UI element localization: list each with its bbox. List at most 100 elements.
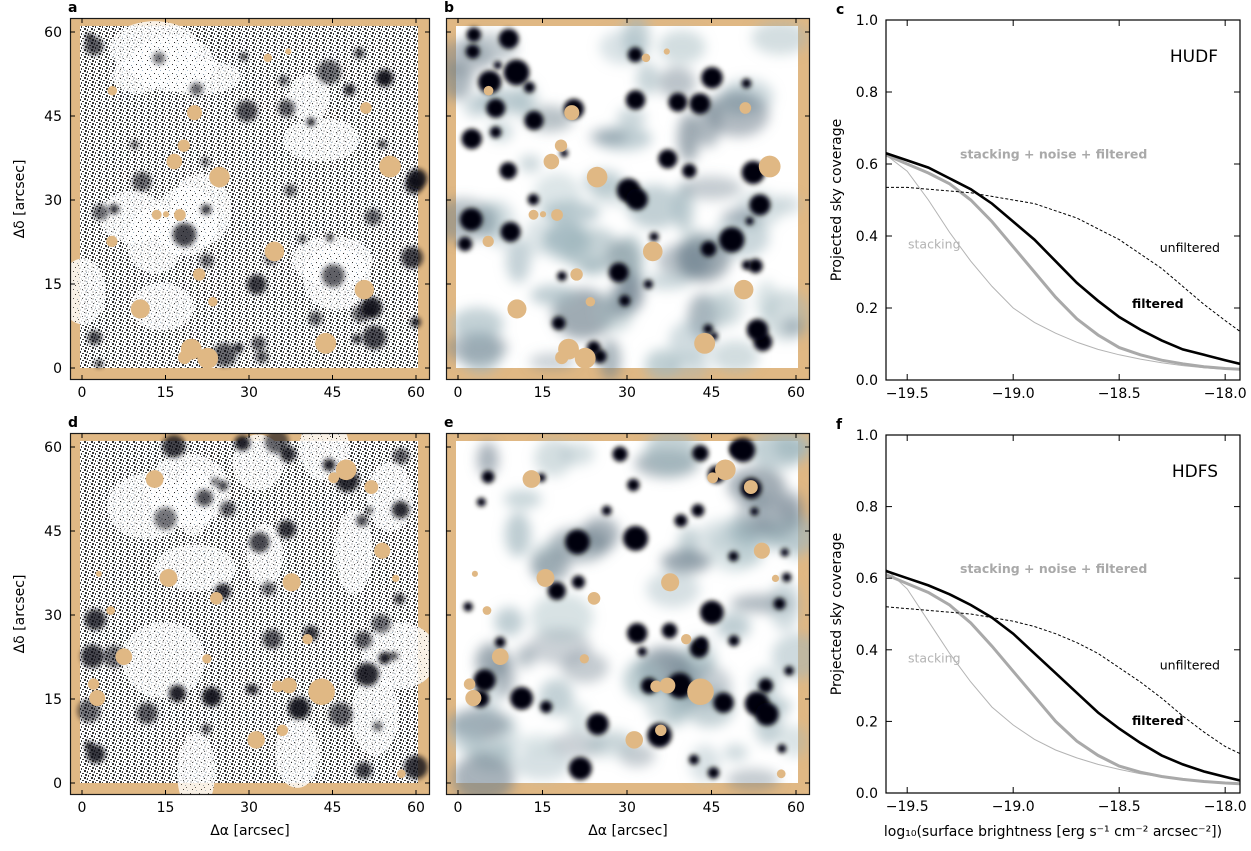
masked-source xyxy=(771,574,780,583)
dense-clump xyxy=(233,343,243,353)
masked-source xyxy=(734,279,754,300)
dense-clump xyxy=(356,514,368,527)
dense-clump xyxy=(236,100,258,122)
dense-clump xyxy=(378,140,387,149)
bright-blob xyxy=(523,81,535,93)
masked-source xyxy=(743,480,758,495)
dense-clump xyxy=(92,204,109,221)
masked-source xyxy=(536,569,555,587)
bright-blob xyxy=(498,28,519,49)
x-tick-label: 15 xyxy=(534,800,552,816)
masked-source xyxy=(528,209,539,220)
annotation-stack-noise-filtered: stacking + noise + filtered xyxy=(960,561,1147,576)
masked-source xyxy=(483,85,494,96)
bright-blob xyxy=(476,497,486,507)
dense-clump xyxy=(321,264,345,288)
series-unfiltered-line xyxy=(886,186,1240,332)
light-patch xyxy=(154,59,242,95)
dense-clump xyxy=(306,117,316,127)
dense-clump xyxy=(154,507,177,530)
light-patch xyxy=(112,58,164,94)
masked-source xyxy=(130,299,150,319)
x-tick-label: 60 xyxy=(407,385,425,401)
bright-blob xyxy=(571,575,586,589)
masked-source xyxy=(210,592,223,605)
y-tick-label: 15 xyxy=(44,692,62,708)
masked-source xyxy=(551,209,563,221)
light-patch xyxy=(335,510,373,594)
bright-blob xyxy=(682,163,697,179)
panel-frame xyxy=(445,17,811,381)
masked-source xyxy=(655,724,667,737)
dense-clump xyxy=(360,297,382,319)
light-patch xyxy=(246,523,284,587)
dense-clump xyxy=(362,325,387,350)
masked-source xyxy=(115,648,133,666)
dense-clump xyxy=(404,755,428,780)
y-tick-label: 0 xyxy=(53,361,62,377)
dense-clump xyxy=(365,507,373,514)
dense-clump xyxy=(172,222,197,247)
x-tick-label: 30 xyxy=(240,800,258,816)
masked-source xyxy=(247,731,265,749)
y-tick-label: 60 xyxy=(44,25,62,41)
dense-clump xyxy=(385,652,393,660)
masked-source xyxy=(282,573,301,592)
dense-clump xyxy=(202,687,222,707)
bright-blob xyxy=(478,70,502,94)
dense-clump xyxy=(277,520,296,539)
dense-clump xyxy=(317,60,342,84)
bright-blob xyxy=(666,672,693,699)
masked-source xyxy=(379,155,401,178)
dense-clump xyxy=(326,234,334,242)
bright-blob xyxy=(625,90,646,110)
bright-blob xyxy=(741,260,752,270)
dense-clump xyxy=(343,84,356,96)
bright-blob xyxy=(728,551,739,562)
bright-blob xyxy=(784,665,794,676)
dense-clump xyxy=(132,172,152,191)
x-tick-label: −18.5 xyxy=(1098,799,1141,815)
x-tick-label: 15 xyxy=(157,800,175,816)
masked-source xyxy=(192,268,206,281)
bright-blob xyxy=(758,678,774,694)
y-axis-label: Projected sky coverage xyxy=(829,119,845,281)
masked-source xyxy=(687,678,714,706)
bright-blob xyxy=(674,514,688,528)
annotation-stack-noise-filtered: stacking + noise + filtered xyxy=(960,147,1147,162)
x-tick-label: −18.0 xyxy=(1204,799,1247,815)
masked-source xyxy=(392,574,400,583)
bright-blob xyxy=(719,227,745,253)
masked-source xyxy=(758,155,781,178)
y-tick-label: 45 xyxy=(44,524,62,540)
panel-label: f xyxy=(836,417,843,433)
light-patch xyxy=(130,282,194,331)
masked-source xyxy=(543,153,560,170)
dense-clump xyxy=(245,684,256,694)
series-stack_noise_filtered-line xyxy=(886,573,1240,786)
y-tick-label: 30 xyxy=(44,608,62,624)
masked-source xyxy=(570,268,583,281)
y-axis-label: Δδ [arcsec] xyxy=(12,160,28,239)
plot-area xyxy=(886,20,1240,380)
panel-frame xyxy=(445,432,811,796)
bright-blob xyxy=(459,208,483,231)
bright-blob xyxy=(692,444,709,462)
dense-clump xyxy=(410,317,421,328)
x-tick-label: 60 xyxy=(407,800,425,816)
masked-source xyxy=(574,347,596,369)
masked-source xyxy=(507,299,527,319)
masked-source xyxy=(681,633,692,645)
series-filtered-line xyxy=(886,151,1240,366)
x-tick-label: 30 xyxy=(618,800,636,816)
bright-blob xyxy=(557,271,567,282)
bright-blob xyxy=(626,188,648,211)
x-tick-label: 30 xyxy=(240,385,258,401)
series-group xyxy=(886,151,1240,371)
x-tick-label: 0 xyxy=(454,800,463,816)
masked-source xyxy=(585,296,596,307)
masked-source xyxy=(263,53,273,63)
annotation-filtered: filtered xyxy=(1132,296,1184,311)
bright-blob xyxy=(540,700,553,713)
bright-blob xyxy=(703,324,714,334)
